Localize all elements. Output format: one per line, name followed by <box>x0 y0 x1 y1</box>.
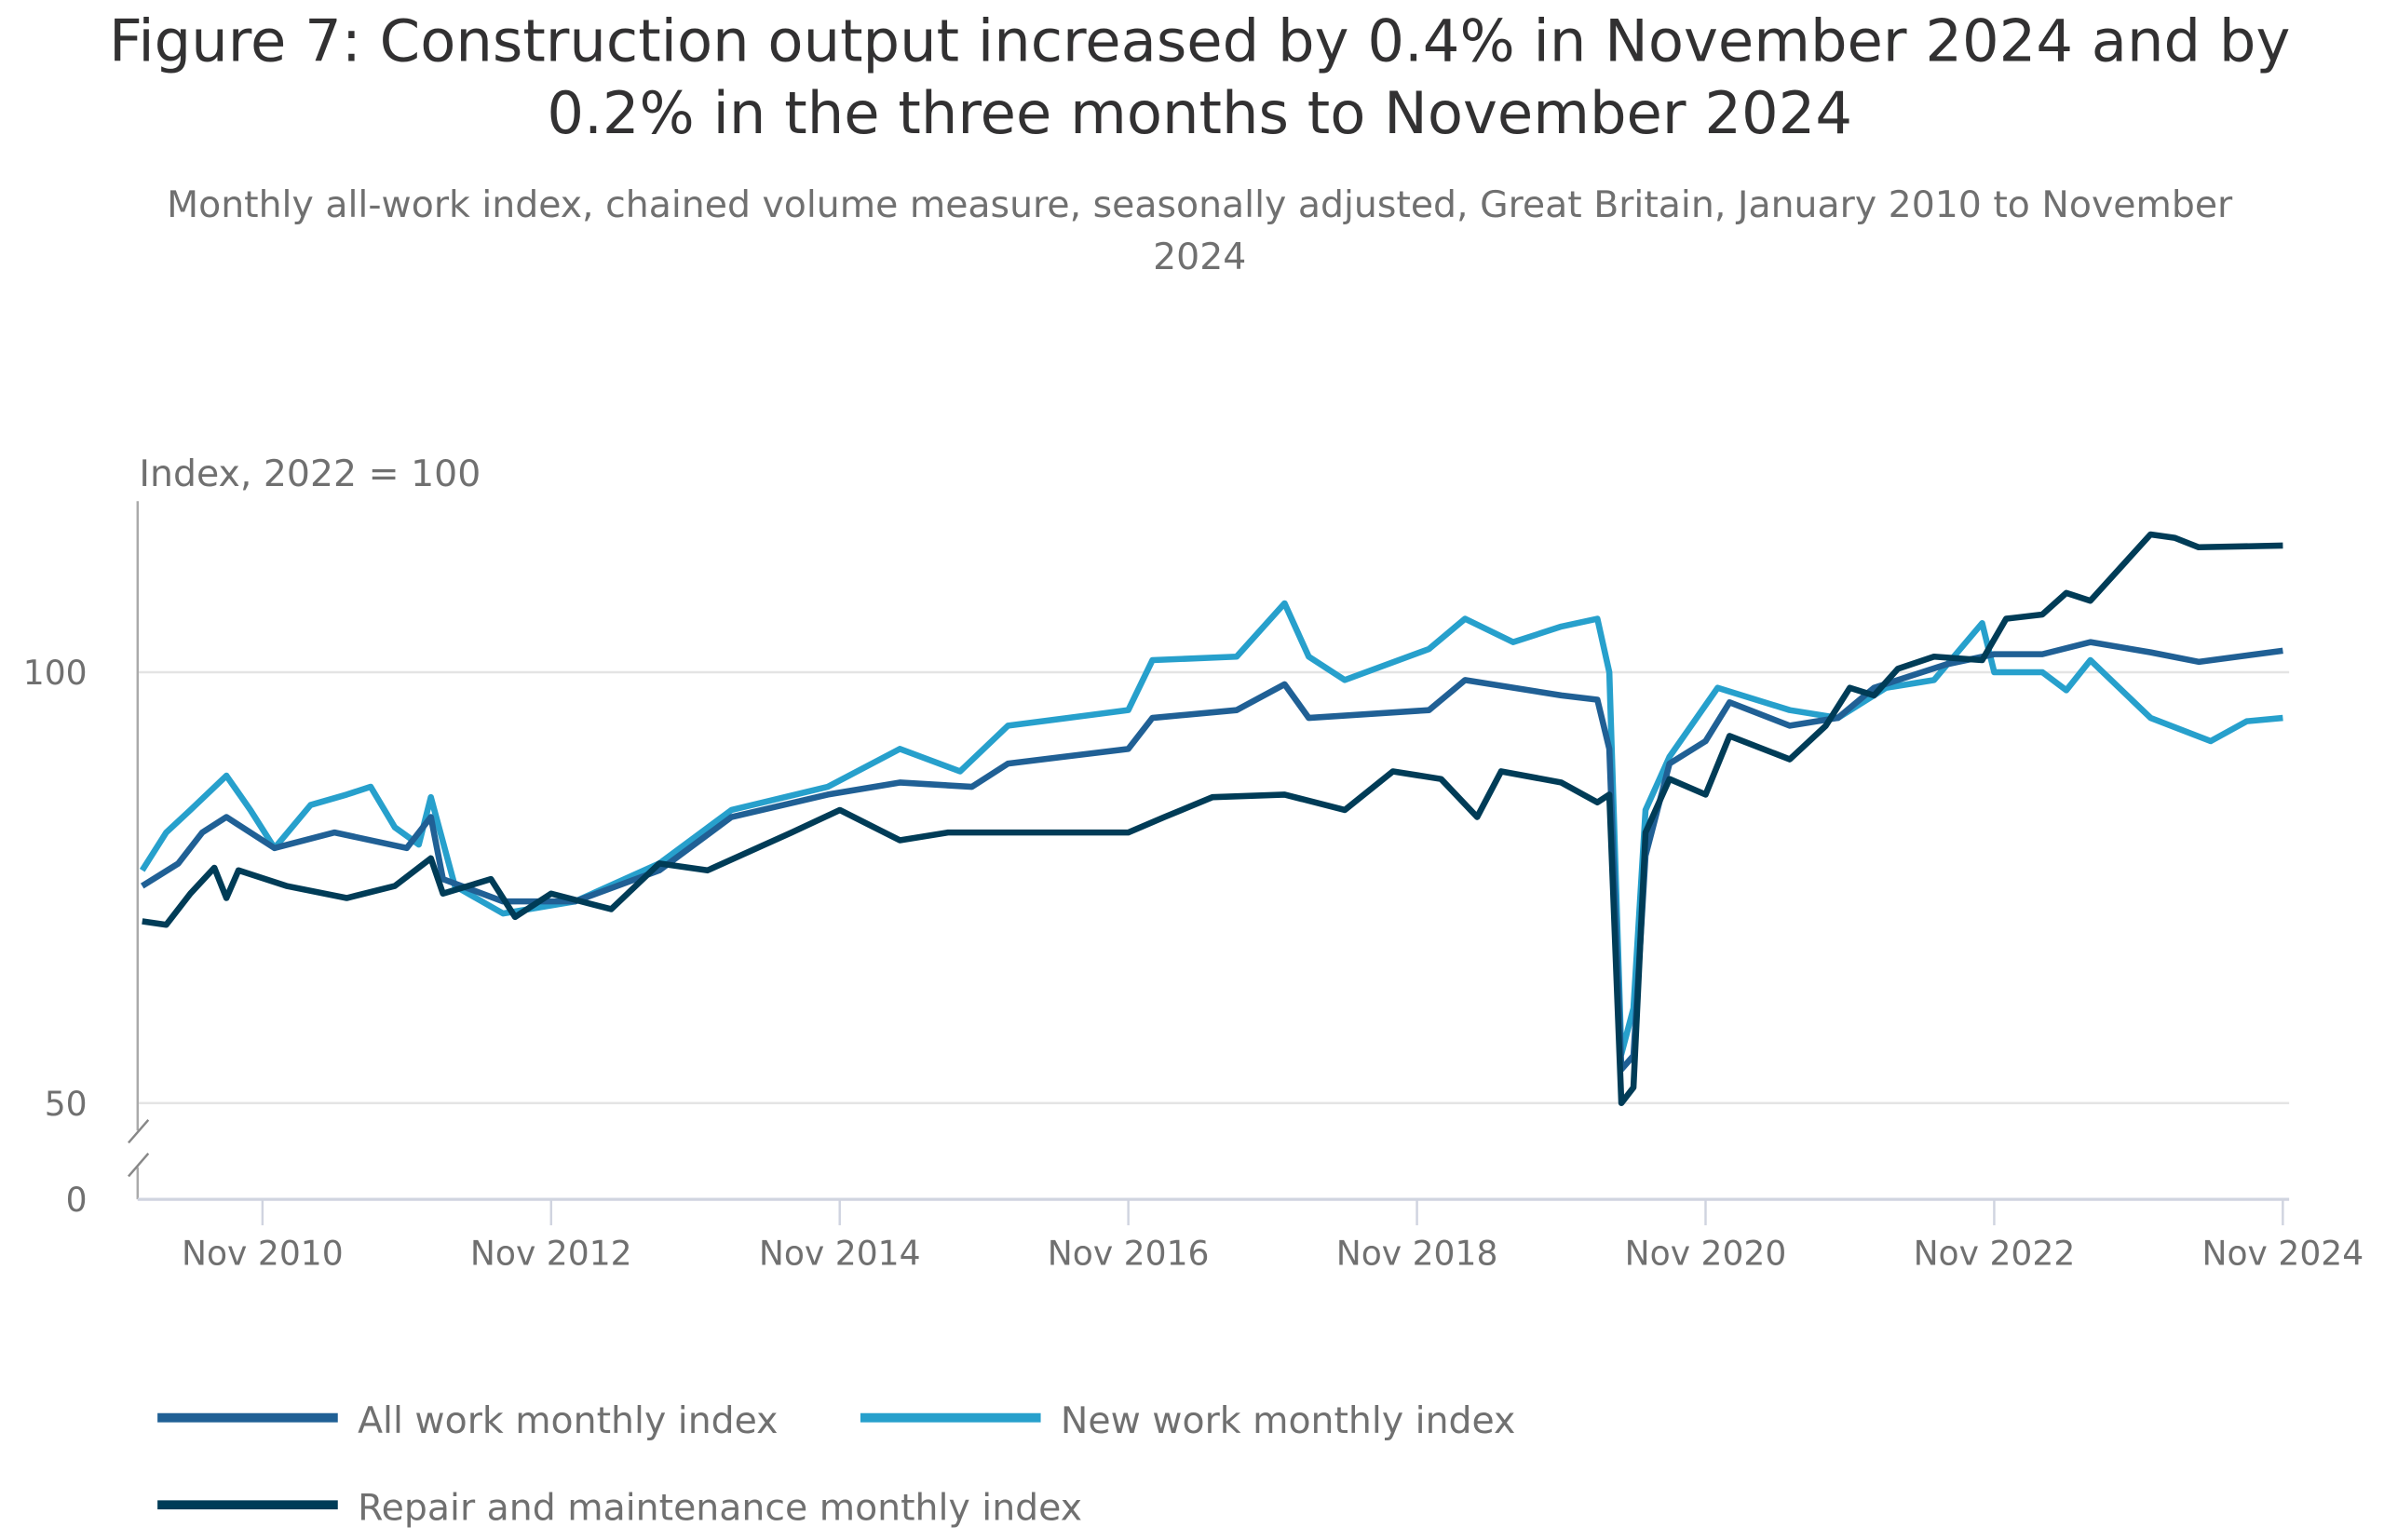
axes <box>128 501 2290 1201</box>
x-tick-labels: Nov 2010 Nov 2012 Nov 2014 Nov 2016 Nov 2018… <box>182 1199 2364 1274</box>
x-tick-label: Nov 2014 <box>759 1235 921 1274</box>
x-tick-label: Nov 2016 <box>1048 1235 1210 1274</box>
legend-item[interactable]: Repair and maintenance monthly index <box>157 1487 1082 1530</box>
y-axis-label: Index, 2022 = 100 <box>139 453 481 495</box>
x-tick-label: Nov 2012 <box>470 1235 632 1274</box>
series-line-2 <box>142 531 2283 1106</box>
chart-title-line-1: Figure 7: Construction output increased … <box>109 7 2290 75</box>
chart-subtitle-line-2: 2024 <box>1153 236 1246 278</box>
series-line-1 <box>139 600 2283 1058</box>
chart-subtitle-line-1: Monthly all-work index, chained volume m… <box>167 183 2233 226</box>
y-tick-label: 50 <box>45 1085 88 1124</box>
legend: All work monthly index New work monthly i… <box>157 1399 1515 1530</box>
axis-break-mark-2 <box>128 1153 150 1178</box>
x-tick-label: Nov 2010 <box>182 1235 344 1274</box>
chart-title-line-2: 0.2% in the three months to November 202… <box>547 79 1852 147</box>
legend-label: New work monthly index <box>1061 1399 1515 1442</box>
legend-item[interactable]: New work monthly index <box>860 1399 1515 1442</box>
x-tick-label: Nov 2022 <box>1914 1235 2076 1274</box>
y-tick-label: 100 <box>23 654 88 693</box>
legend-label: All work monthly index <box>358 1399 778 1442</box>
legend-item[interactable]: All work monthly index <box>157 1399 779 1442</box>
x-tick-label: Nov 2018 <box>1336 1235 1498 1274</box>
legend-label: Repair and maintenance monthly index <box>358 1487 1082 1530</box>
x-tick-label: Nov 2020 <box>1625 1235 1787 1274</box>
y-tick-labels: 0 50 100 <box>23 654 88 1220</box>
x-tick-label: Nov 2024 <box>2202 1235 2364 1274</box>
series-line-0 <box>140 639 2283 1073</box>
axis-break-mark-1 <box>128 1118 150 1144</box>
series-lines <box>139 531 2283 1106</box>
y-tick-label: 0 <box>66 1181 88 1220</box>
